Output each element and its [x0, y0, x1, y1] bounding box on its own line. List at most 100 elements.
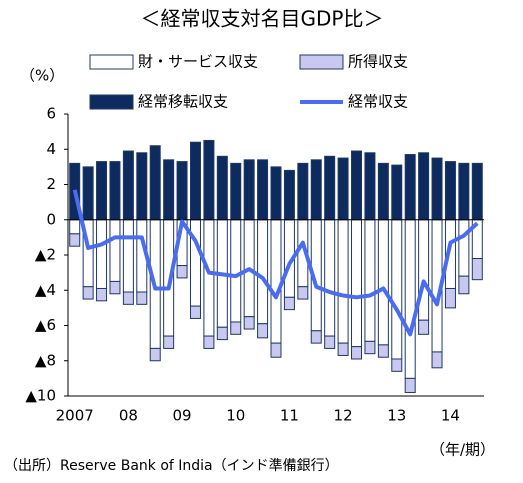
x-tick-label: 08 — [119, 407, 138, 425]
y-tick-label: ▲4 — [35, 281, 56, 299]
bar — [270, 166, 282, 221]
chart-title: ＜経常収支対名目GDP比＞ — [141, 7, 384, 31]
bar — [69, 219, 81, 235]
x-tick-label: 12 — [334, 407, 353, 425]
bar — [122, 219, 134, 293]
bar — [270, 219, 282, 344]
bar — [324, 219, 336, 337]
x-unit: （年/期） — [430, 441, 495, 459]
bar — [96, 161, 108, 221]
line — [72, 189, 479, 337]
bar — [297, 162, 309, 221]
bar — [404, 219, 416, 379]
y-tick-label: 2 — [46, 175, 56, 193]
bar — [216, 326, 228, 341]
bar — [122, 291, 134, 305]
bar — [444, 161, 456, 221]
legend-swatch — [299, 54, 344, 70]
bar — [297, 286, 309, 300]
y-tick-label: ▲8 — [35, 351, 56, 369]
y-tick-label: 4 — [46, 140, 56, 158]
x-tick-label: 2007 — [56, 407, 94, 425]
bar — [176, 161, 188, 221]
bar — [377, 219, 389, 346]
bar — [136, 291, 148, 305]
legend-label: 経常移転収支 — [138, 93, 228, 111]
bar — [283, 169, 295, 221]
bar — [189, 305, 201, 319]
bar — [96, 287, 108, 302]
bar — [96, 219, 108, 289]
source: （出所）Reserve Bank of India（インド準備銀行） — [4, 458, 339, 474]
bar — [163, 335, 175, 349]
y-tick-label: 0 — [46, 210, 56, 228]
bar — [418, 319, 430, 335]
bar — [391, 164, 403, 221]
y-tick-label: ▲10 — [25, 387, 56, 405]
legend-label: 所得収支 — [348, 53, 408, 71]
bar — [391, 219, 403, 360]
bar — [203, 139, 215, 221]
bar — [431, 157, 443, 221]
y-tick-label: ▲2 — [35, 246, 56, 264]
legend-label: 経常収支 — [348, 93, 408, 111]
bar — [270, 342, 282, 358]
bar — [257, 219, 269, 325]
bar — [257, 159, 269, 221]
bar — [203, 219, 215, 337]
bar — [377, 162, 389, 221]
bar — [149, 145, 161, 221]
bar — [404, 377, 416, 393]
bar — [243, 316, 255, 330]
bar — [418, 219, 430, 321]
x-tick-label: 10 — [226, 407, 245, 425]
bar — [337, 219, 349, 344]
bar — [337, 157, 349, 221]
bar — [82, 286, 94, 300]
bar — [364, 219, 376, 342]
bar — [391, 358, 403, 372]
bar — [109, 161, 121, 221]
bar — [337, 342, 349, 356]
x-tick-label: 14 — [441, 407, 460, 425]
x-tick-label: 09 — [173, 407, 192, 425]
bar — [351, 219, 363, 348]
bar — [351, 346, 363, 360]
y-tick-label: 6 — [46, 105, 56, 123]
bar — [404, 154, 416, 221]
bar — [377, 344, 389, 358]
bar — [431, 351, 443, 369]
bar — [324, 335, 336, 349]
bar — [189, 141, 201, 221]
bar — [109, 280, 121, 295]
bar — [257, 323, 269, 339]
bar — [364, 340, 376, 355]
bar — [364, 152, 376, 221]
legend-swatch — [89, 94, 134, 110]
legend-swatch — [89, 54, 134, 70]
bar — [69, 233, 81, 247]
bar — [216, 155, 228, 221]
x-tick-label: 13 — [387, 407, 406, 425]
legend-label: 財・サービス収支 — [138, 53, 258, 71]
bar — [458, 275, 470, 295]
bar — [418, 152, 430, 221]
bar — [122, 150, 134, 221]
bar — [351, 150, 363, 221]
bar — [458, 162, 470, 221]
bar — [471, 258, 483, 281]
bar — [471, 162, 483, 221]
bar — [149, 347, 161, 362]
bar — [176, 265, 188, 279]
bar — [109, 219, 121, 282]
bar — [203, 335, 215, 349]
bar — [230, 321, 242, 335]
bar — [230, 219, 242, 323]
bar — [230, 162, 242, 221]
bar — [458, 219, 470, 277]
bar — [136, 152, 148, 221]
bar — [324, 155, 336, 221]
bar — [82, 166, 94, 221]
x-tick-label: 11 — [280, 407, 299, 425]
